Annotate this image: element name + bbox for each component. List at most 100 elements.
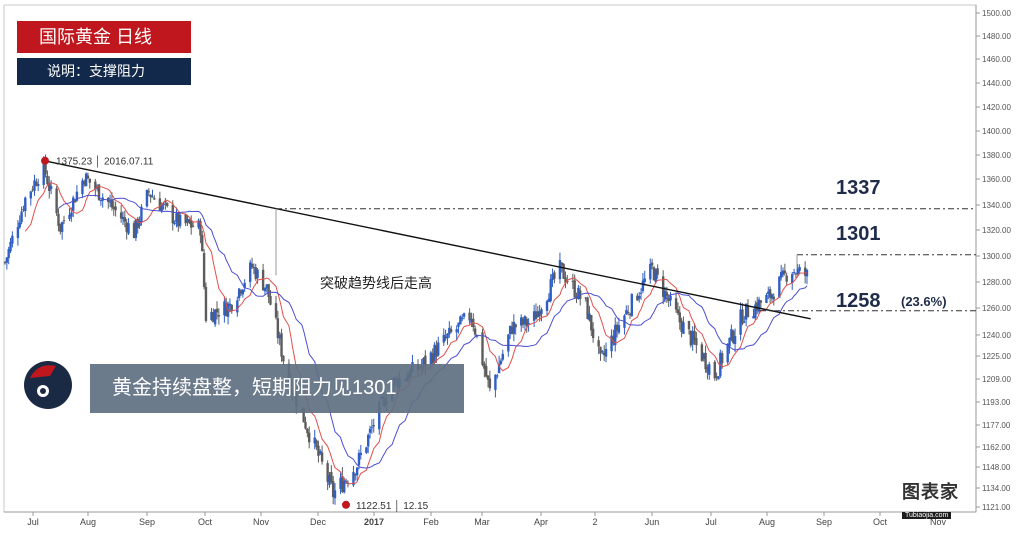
candle-body bbox=[560, 262, 563, 266]
candle-body bbox=[553, 272, 556, 279]
candle-body bbox=[663, 290, 667, 300]
candle-body bbox=[674, 298, 678, 310]
x-tick-label: Oct bbox=[198, 517, 213, 527]
candle-body bbox=[184, 214, 187, 224]
candle-body bbox=[3, 262, 7, 264]
x-tick-label: Dec bbox=[310, 517, 327, 527]
candle-body bbox=[319, 451, 322, 454]
y-tick-label: 1500.00 bbox=[982, 9, 1011, 18]
candle-body bbox=[551, 274, 554, 280]
candle-body bbox=[62, 220, 66, 222]
candle-body bbox=[55, 188, 58, 214]
candle-body bbox=[48, 182, 51, 191]
candle-body bbox=[199, 221, 202, 236]
candle-body bbox=[173, 222, 176, 225]
brand-domain: Tubiaojia.com bbox=[902, 512, 952, 519]
candle-body bbox=[455, 329, 458, 333]
x-tick-label: Jun bbox=[645, 517, 660, 527]
candle-body bbox=[357, 452, 361, 465]
candle-body bbox=[693, 330, 696, 341]
candle-body bbox=[759, 300, 763, 303]
candle-body bbox=[317, 445, 320, 456]
candle-body bbox=[615, 324, 619, 331]
candle-body bbox=[566, 280, 569, 283]
candle-body bbox=[99, 200, 103, 202]
candle-body bbox=[512, 321, 516, 334]
candle-body bbox=[83, 181, 86, 185]
candle-body bbox=[33, 180, 36, 191]
candle-body bbox=[241, 289, 245, 295]
candle-body bbox=[462, 313, 466, 317]
candle-body bbox=[333, 490, 337, 499]
candle-body bbox=[779, 272, 783, 278]
candle-body bbox=[744, 303, 748, 320]
candle-body bbox=[213, 309, 217, 325]
candle-body bbox=[715, 376, 718, 378]
candle-body bbox=[497, 364, 501, 374]
candle-body bbox=[717, 376, 720, 380]
candle-body bbox=[433, 344, 436, 363]
candle-body bbox=[691, 331, 694, 345]
candle-body bbox=[315, 440, 318, 448]
candle-body bbox=[302, 407, 305, 423]
candle-body bbox=[22, 209, 25, 211]
candle-body bbox=[197, 220, 200, 228]
x-tick-label: Apr bbox=[534, 517, 548, 527]
candle-body bbox=[304, 421, 307, 429]
candle-body bbox=[510, 327, 514, 334]
candle-body bbox=[49, 185, 53, 190]
candle-body bbox=[695, 337, 698, 346]
candle-body bbox=[282, 355, 285, 362]
head-icon-accent bbox=[30, 365, 56, 378]
candle-body bbox=[588, 313, 591, 321]
candle-body bbox=[652, 267, 656, 281]
candle-body bbox=[29, 191, 33, 199]
candle-body bbox=[792, 271, 796, 273]
candle-body bbox=[791, 274, 794, 283]
candle-body bbox=[5, 257, 9, 263]
x-tick-label: Mar bbox=[474, 517, 490, 527]
level-note-1258: (23.6%) bbox=[901, 294, 947, 309]
candle-body bbox=[527, 322, 530, 325]
candle-body bbox=[250, 263, 254, 268]
candle-body bbox=[212, 312, 215, 323]
candle-body bbox=[604, 349, 608, 357]
candle-body bbox=[444, 336, 447, 339]
x-tick-label: Sep bbox=[816, 517, 832, 527]
candle-body bbox=[18, 222, 21, 228]
candle-body bbox=[160, 204, 163, 212]
candle-body bbox=[641, 280, 645, 292]
candle-body bbox=[95, 186, 99, 189]
candle-body bbox=[545, 301, 549, 311]
candle-body bbox=[110, 199, 114, 208]
candle-body bbox=[796, 268, 799, 275]
candle-body bbox=[256, 269, 259, 279]
y-tick-label: 1480.00 bbox=[982, 32, 1011, 41]
candle-body bbox=[708, 364, 711, 375]
candle-body bbox=[446, 333, 449, 339]
candle-body bbox=[654, 269, 658, 283]
candle-body bbox=[153, 198, 156, 200]
trend-annotation: 突破趋势线后走高 bbox=[320, 275, 432, 291]
low-marker bbox=[342, 500, 350, 509]
candle-body bbox=[628, 313, 632, 315]
level-label-1258: 1258 bbox=[836, 290, 881, 312]
candle-body bbox=[754, 304, 757, 318]
candle-body bbox=[700, 344, 704, 361]
candle-body bbox=[228, 303, 232, 306]
candle-body bbox=[756, 302, 759, 311]
candle-body bbox=[132, 223, 136, 239]
candle-body bbox=[573, 280, 576, 298]
candle-body bbox=[313, 437, 316, 444]
candle-body bbox=[752, 316, 755, 319]
candle-body bbox=[783, 270, 787, 274]
y-tick-label: 1148.00 bbox=[982, 463, 1011, 472]
candle-body bbox=[254, 267, 257, 280]
candle-body bbox=[202, 252, 206, 288]
candle-body bbox=[676, 309, 680, 314]
x-tick-label: Feb bbox=[423, 517, 439, 527]
candle-body bbox=[669, 295, 672, 301]
candle-body bbox=[601, 351, 604, 353]
candle-body bbox=[57, 213, 60, 226]
candle-body bbox=[368, 428, 372, 433]
